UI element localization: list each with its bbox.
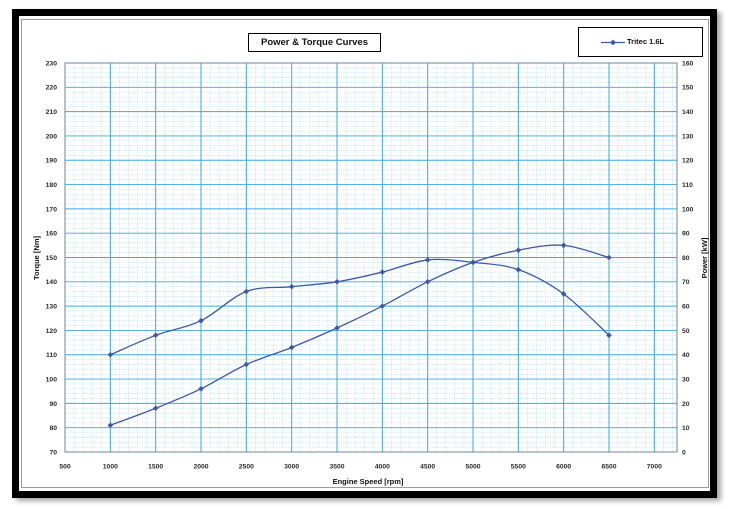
y-tick-label: 180 [46, 182, 58, 189]
x-tick-label: 2500 [239, 464, 254, 471]
y2-tick-label: 160 [682, 60, 694, 67]
y2-tick-label: 100 [682, 206, 694, 213]
torque-data-point [606, 332, 612, 339]
x-tick-label: 500 [59, 464, 71, 471]
x-tick-label: 3000 [284, 464, 299, 471]
x-tick-label: 1000 [103, 464, 118, 471]
y-tick-label: 190 [46, 158, 58, 165]
y-axis-ticks: 70 80 90 100 110 120 130 140 150 160 170 180 190 200 2… [46, 60, 58, 456]
y2-tick-label: 110 [682, 182, 693, 189]
y2-axis-title: Power [kW] [700, 237, 709, 278]
legend: Tritec 1.6L [578, 27, 703, 57]
x-tick-label: 1500 [148, 464, 163, 471]
chart-title: Power & Torque Curves [248, 33, 381, 52]
power-data-point [107, 422, 114, 429]
y-tick-label: 80 [49, 425, 57, 432]
torque-series-line [110, 258, 610, 356]
x-tick-label: 4000 [375, 464, 390, 471]
y2-tick-label: 0 [682, 449, 686, 456]
power-data-point [606, 254, 612, 261]
y-tick-label: 170 [46, 206, 58, 213]
x-tick-label: 5000 [465, 464, 480, 471]
x-tick-label: 6500 [601, 464, 616, 471]
y-tick-label: 150 [46, 255, 58, 262]
torque-data-point [152, 332, 159, 339]
y-tick-label: 100 [46, 376, 58, 383]
torque-data-point [107, 351, 114, 358]
power-data-point [379, 303, 386, 309]
power-data-point [334, 325, 340, 331]
y2-axis-ticks: 0 10 20 30 40 50 60 70 80 90 100 110 120 130 140 150 160 [682, 60, 694, 456]
y2-tick-label: 30 [682, 376, 690, 383]
torque-data-point [243, 288, 250, 295]
torque-data-point [424, 257, 431, 263]
torque-data-point [560, 291, 567, 297]
y-tick-label: 160 [46, 231, 58, 238]
y2-tick-label: 130 [682, 133, 694, 140]
x-tick-label: 6000 [556, 464, 571, 471]
y-tick-label: 120 [46, 328, 58, 335]
series-layer [107, 242, 612, 429]
y2-tick-label: 20 [682, 401, 690, 408]
legend-swatch [601, 39, 625, 46]
y2-tick-label: 60 [682, 304, 690, 311]
y-tick-label: 130 [46, 304, 58, 311]
y2-tick-label: 80 [682, 255, 690, 262]
power-data-point [515, 247, 522, 254]
y-tick-label: 220 [46, 85, 58, 92]
torque-data-point [198, 317, 204, 324]
x-axis-title: Engine Speed [rpm] [333, 477, 404, 486]
minor-gridlines [65, 63, 677, 452]
legend-label: Tritec 1.6L [627, 37, 665, 46]
legend-diamond-marker [610, 39, 616, 46]
power-data-point [198, 385, 204, 392]
power-data-point [243, 361, 250, 368]
x-tick-label: 5500 [511, 464, 526, 471]
torque-data-point [334, 279, 340, 285]
y-axis-title: Torque [Nm] [32, 235, 41, 280]
y-tick-label: 90 [49, 401, 57, 408]
y2-tick-label: 50 [682, 328, 690, 335]
y-tick-label: 210 [46, 109, 58, 116]
torque-data-point [288, 283, 295, 290]
x-tick-label: 4500 [420, 464, 435, 471]
power-data-point [288, 344, 295, 351]
y-tick-label: 70 [49, 449, 57, 456]
x-tick-label: 3500 [329, 464, 344, 471]
y-tick-label: 230 [46, 60, 58, 67]
y-tick-label: 140 [46, 279, 58, 286]
torque-data-point [379, 269, 386, 275]
y2-tick-label: 120 [682, 158, 694, 165]
y2-tick-label: 40 [682, 352, 690, 359]
y2-tick-label: 140 [682, 109, 694, 116]
x-tick-label: 7000 [647, 464, 662, 471]
y2-tick-label: 90 [682, 231, 690, 238]
x-axis-ticks: 500 1000 1500 2000 2500 3000 3500 4000 4500 5000 5… [59, 464, 662, 471]
power-series-line [110, 244, 610, 426]
y-tick-label: 110 [46, 352, 57, 359]
y2-tick-label: 10 [682, 425, 690, 432]
y-tick-label: 200 [46, 133, 58, 140]
y2-tick-label: 70 [682, 279, 690, 286]
power-data-point [560, 242, 567, 249]
y2-tick-label: 150 [682, 85, 694, 92]
torque-data-point [515, 266, 522, 273]
plot-border [64, 62, 678, 453]
x-tick-label: 2000 [193, 464, 208, 471]
power-data-point [424, 279, 431, 285]
power-data-point [152, 405, 159, 412]
power-data-point [470, 259, 476, 266]
